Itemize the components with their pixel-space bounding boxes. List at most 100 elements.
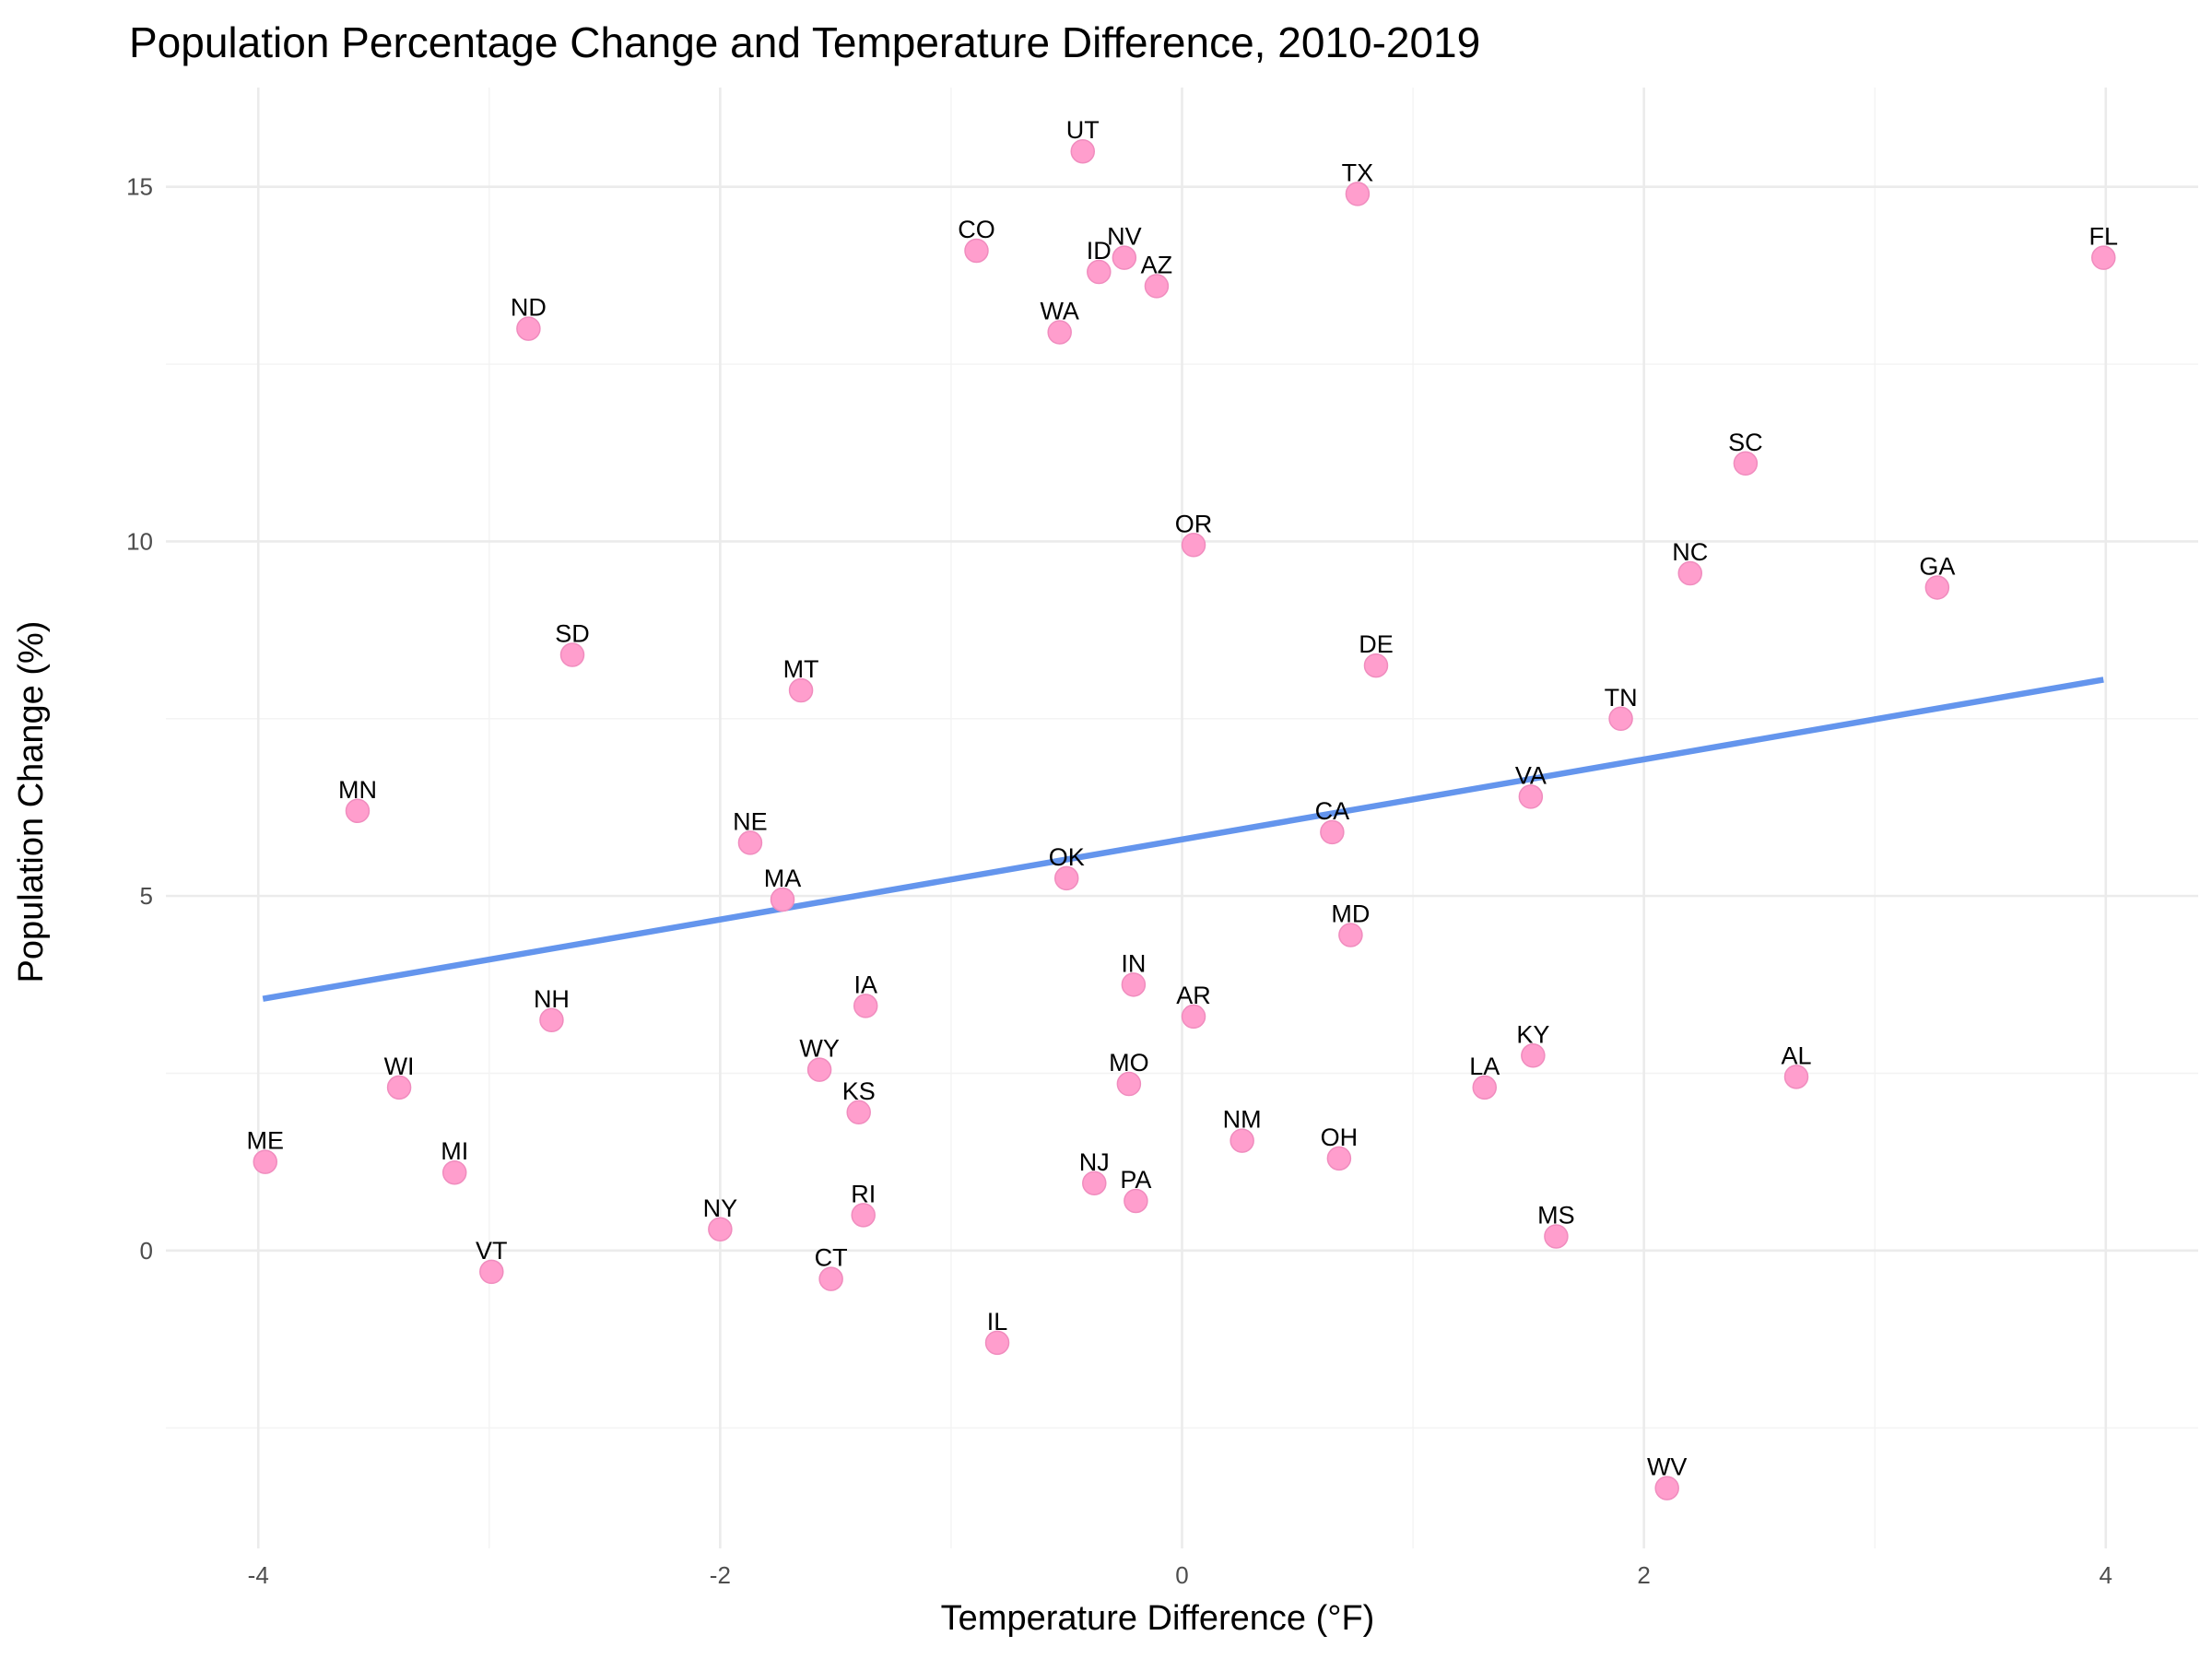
- y-axis-title: Population Change (%): [12, 621, 51, 983]
- point-label-wi: WI: [384, 1053, 415, 1080]
- data-point-co: [964, 238, 989, 264]
- point-label-wv: WV: [1647, 1453, 1688, 1481]
- data-point-sd: [559, 642, 585, 667]
- data-point-wv: [1654, 1476, 1679, 1500]
- point-label-mo: MO: [1109, 1049, 1149, 1077]
- data-point-sc: [1733, 451, 1759, 477]
- point-label-nv: NV: [1107, 223, 1142, 251]
- data-point-wy: [806, 1057, 832, 1082]
- point-label-mt: MT: [783, 655, 819, 683]
- point-label-sd: SD: [555, 620, 590, 648]
- point-label-wy: WY: [799, 1035, 840, 1063]
- point-label-ne: NE: [733, 807, 768, 835]
- y-tick-label: 10: [126, 527, 153, 555]
- data-point-nm: [1230, 1128, 1254, 1153]
- x-tick-label: 4: [2100, 1561, 2112, 1589]
- data-point-wa: [1047, 320, 1072, 345]
- data-point-ct: [818, 1266, 843, 1291]
- data-point-mt: [788, 677, 814, 703]
- point-label-ky: KY: [1516, 1020, 1549, 1048]
- data-point-mo: [1116, 1071, 1142, 1097]
- point-label-ok: OK: [1049, 843, 1085, 871]
- point-label-al: AL: [1781, 1041, 1811, 1069]
- data-point-ky: [1521, 1043, 1546, 1068]
- point-label-md: MD: [1331, 900, 1370, 927]
- data-point-ms: [1544, 1224, 1569, 1249]
- data-point-ny: [708, 1217, 733, 1242]
- point-label-ca: CA: [1315, 797, 1350, 825]
- point-label-tx: TX: [1342, 159, 1374, 186]
- data-point-va: [1518, 784, 1544, 809]
- y-tick-label: 15: [126, 173, 153, 201]
- data-point-in: [1121, 972, 1147, 997]
- data-point-oh: [1326, 1146, 1352, 1171]
- data-point-mi: [441, 1159, 467, 1185]
- data-point-vt: [479, 1259, 504, 1285]
- data-point-wi: [386, 1075, 412, 1100]
- data-point-la: [1472, 1075, 1497, 1100]
- point-label-id: ID: [1087, 237, 1112, 265]
- point-label-mi: MI: [441, 1137, 468, 1165]
- point-label-va: VA: [1515, 761, 1547, 789]
- point-label-ar: AR: [1176, 982, 1211, 1009]
- data-point-nj: [1082, 1171, 1107, 1195]
- point-label-vt: VT: [476, 1237, 508, 1265]
- point-label-sc: SC: [1728, 429, 1763, 456]
- point-label-il: IL: [987, 1308, 1008, 1335]
- point-label-wa: WA: [1040, 297, 1079, 324]
- point-label-nm: NM: [1223, 1106, 1262, 1134]
- data-point-tn: [1608, 706, 1633, 732]
- data-point-me: [253, 1149, 277, 1174]
- point-label-ny: NY: [703, 1194, 738, 1222]
- point-label-nc: NC: [1672, 538, 1708, 566]
- chart-title: Population Percentage Change and Tempera…: [129, 18, 1480, 66]
- data-point-nh: [539, 1007, 564, 1033]
- point-label-in: IN: [1121, 949, 1146, 977]
- data-point-md: [1338, 923, 1363, 947]
- data-point-ri: [851, 1203, 876, 1228]
- data-point-tx: [1345, 182, 1371, 206]
- point-label-nh: NH: [534, 985, 570, 1013]
- data-point-nd: [516, 316, 541, 341]
- data-point-ut: [1070, 138, 1096, 164]
- point-label-co: CO: [958, 216, 995, 243]
- point-label-fl: FL: [2089, 223, 2119, 251]
- point-label-ut: UT: [1066, 116, 1100, 144]
- major-gridlines: [166, 88, 2198, 1548]
- data-point-ok: [1053, 865, 1079, 891]
- y-tick-labels: 0 5 10 15: [126, 173, 153, 1265]
- data-point-ks: [846, 1100, 871, 1125]
- data-point-al: [1783, 1065, 1809, 1089]
- x-tick-labels: -4 -2 0 2 4: [248, 1561, 2112, 1589]
- y-tick-label: 5: [140, 882, 153, 910]
- point-label-az: AZ: [1141, 251, 1173, 278]
- data-point-or: [1181, 533, 1206, 558]
- data-point-nc: [1677, 560, 1702, 586]
- data-point-pa: [1124, 1188, 1148, 1214]
- data-point-az: [1144, 274, 1170, 299]
- data-points: [253, 138, 2116, 1500]
- data-point-fl: [2091, 245, 2116, 270]
- point-label-ga: GA: [1919, 552, 1955, 580]
- trend-line-group: [262, 677, 2104, 1002]
- point-label-ct: CT: [815, 1244, 848, 1272]
- point-label-la: LA: [1469, 1053, 1500, 1080]
- x-tick-label: -2: [710, 1561, 731, 1589]
- data-point-de: [1363, 653, 1389, 678]
- point-label-ma: MA: [764, 865, 802, 892]
- data-point-ar: [1181, 1004, 1206, 1030]
- x-tick-label: -4: [248, 1561, 269, 1589]
- point-label-or: OR: [1175, 510, 1213, 537]
- point-label-nd: ND: [511, 294, 547, 322]
- point-label-tn: TN: [1605, 684, 1638, 712]
- data-point-ga: [1924, 575, 1950, 600]
- point-label-de: DE: [1359, 630, 1394, 658]
- x-tick-label: 2: [1637, 1561, 1650, 1589]
- x-tick-label: 0: [1175, 1561, 1188, 1589]
- point-label-ks: KS: [842, 1077, 876, 1105]
- y-tick-label: 0: [140, 1237, 153, 1265]
- data-point-mn: [345, 798, 371, 824]
- data-point-il: [984, 1330, 1010, 1356]
